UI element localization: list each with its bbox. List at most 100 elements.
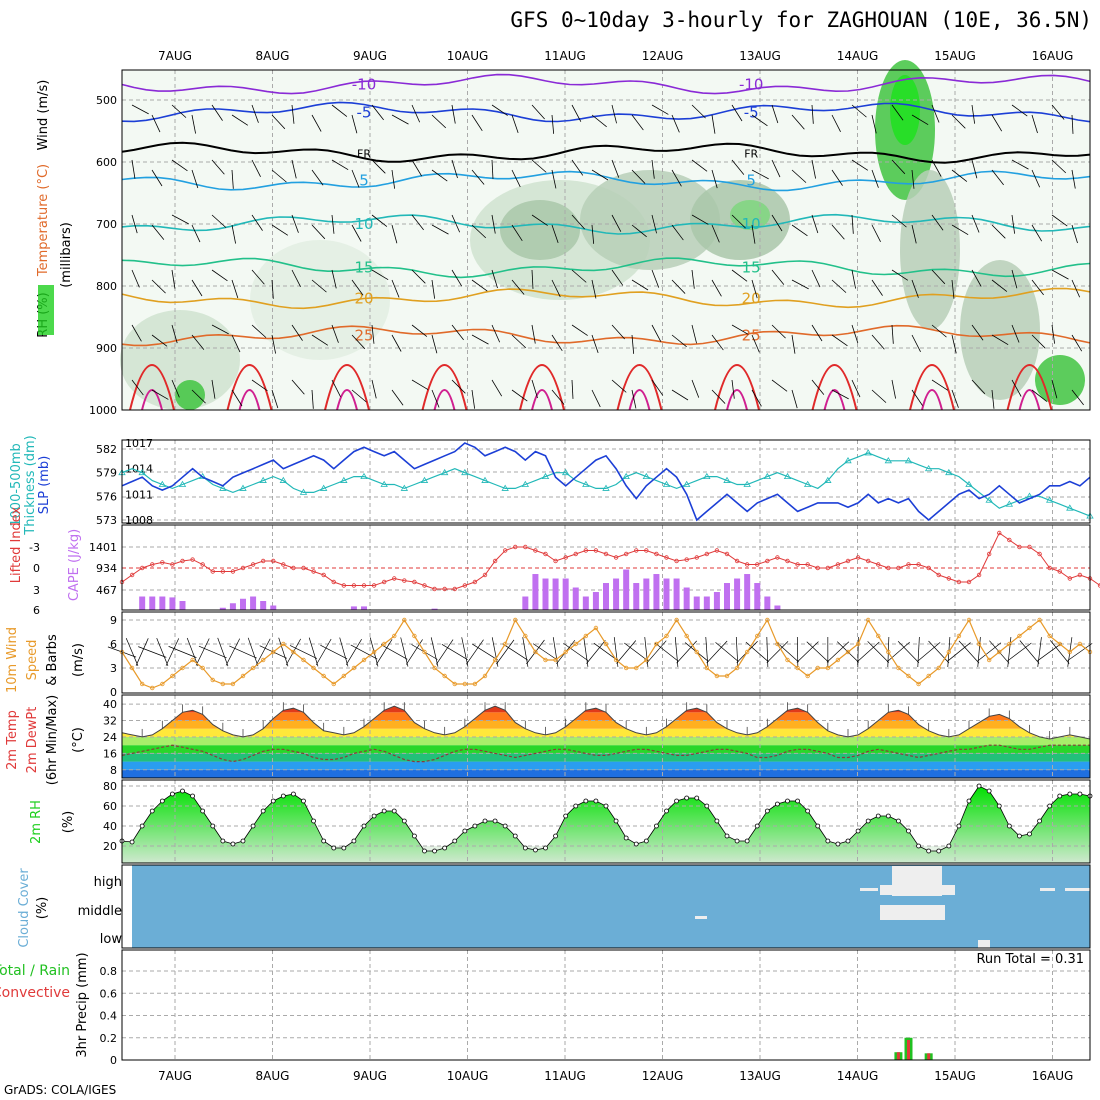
wind-barb — [291, 379, 305, 395]
wind-barb — [811, 324, 823, 342]
lifted-index-point — [462, 583, 468, 588]
thickness-point — [299, 488, 308, 495]
wind-barb — [891, 324, 894, 344]
precip-convective-bar — [896, 1052, 900, 1060]
wind-speed-point — [956, 633, 962, 639]
date-label-top: 15AUG — [934, 49, 976, 63]
wind-barb — [631, 114, 644, 131]
temperature-contour-label: 25 — [354, 327, 373, 345]
cape-bar — [431, 608, 438, 610]
temperature-loop — [421, 364, 468, 411]
wind-barb — [471, 114, 483, 132]
wind-speed-point — [825, 665, 831, 671]
cloud-region — [978, 940, 990, 948]
wind-barb — [871, 334, 885, 350]
wind-barb — [911, 224, 917, 244]
thickness-point — [924, 464, 933, 472]
wind-barb-10m — [308, 637, 319, 667]
wind-barb — [291, 214, 299, 233]
pressure-tick: 600 — [96, 156, 117, 169]
wind-barb-10m — [616, 640, 637, 664]
rh-region — [900, 170, 960, 330]
wind-barb — [1071, 279, 1081, 298]
wind-barb — [1011, 269, 1018, 289]
thickness-line — [121, 452, 1091, 517]
wind-barb — [851, 159, 869, 171]
thickness-point — [904, 457, 913, 464]
upper-air-frame — [121, 69, 1091, 411]
wind-barb-10m — [745, 641, 769, 663]
wind-barb — [291, 269, 301, 287]
wind-speed-point — [785, 657, 790, 663]
wind-barb — [211, 104, 223, 121]
wind-speed-point — [986, 657, 992, 663]
wind-barb — [1031, 224, 1043, 242]
temperature-contour-label: -5 — [744, 103, 759, 121]
dewpoint-line — [121, 744, 1090, 763]
wind-barb — [831, 334, 848, 347]
wind-barb — [151, 224, 165, 240]
precip-convective-bar — [927, 1053, 931, 1060]
rh-point — [593, 798, 599, 804]
wind-barb — [211, 269, 228, 282]
wind-barb — [1011, 324, 1020, 343]
wind-barb — [851, 269, 856, 289]
wind-barb — [711, 279, 722, 297]
wind-barb-10m — [586, 640, 606, 664]
rh-point — [462, 828, 468, 834]
lifted-index-point — [603, 551, 609, 557]
wind-barb-10m — [867, 641, 890, 663]
wind-speed-point — [513, 617, 518, 623]
lifted-index-point — [533, 548, 538, 553]
date-label-bottom: 12AUG — [642, 1069, 684, 1083]
rh-point — [926, 848, 932, 854]
wind-barb — [1051, 379, 1058, 399]
wind-barb — [1051, 159, 1067, 174]
cape-bar — [522, 596, 529, 610]
date-label-bottom: 14AUG — [837, 1069, 879, 1083]
wind-barb-10m — [826, 641, 850, 663]
wind-barb — [751, 389, 762, 407]
lifted-index-point — [200, 562, 205, 567]
temperature-loop — [714, 364, 760, 411]
lifted-index-point — [442, 586, 447, 592]
wind-barb — [191, 389, 206, 404]
temperature-loop — [1018, 389, 1041, 411]
wind-barb — [531, 379, 538, 399]
wind-barb — [311, 389, 314, 409]
lifted-index-point — [271, 558, 276, 564]
wind-barb — [271, 224, 289, 236]
wind-barb — [131, 214, 138, 234]
temp-band — [122, 745, 1090, 754]
wind-barb — [1031, 334, 1046, 349]
temperature-loop — [129, 364, 175, 411]
wind-barb — [391, 334, 402, 352]
temperature-contour-label: 5 — [746, 172, 756, 190]
wind-barb-10m — [1050, 640, 1070, 664]
wind-barb-10m — [135, 638, 149, 666]
wind-barb — [311, 279, 327, 293]
rh-point — [472, 823, 478, 829]
lifted-index-point — [351, 583, 357, 588]
lifted-index-axis-label: Lifted Index — [9, 506, 24, 583]
thickness-point — [602, 484, 610, 491]
wind-speed-point — [976, 641, 982, 647]
cloud-level-label: high — [94, 875, 122, 890]
wind-speed-point — [755, 633, 760, 639]
rh-point — [220, 838, 226, 844]
rh2m-axis-label: 2m RH — [29, 800, 44, 844]
wind-barb-10m — [715, 642, 739, 662]
wind-speed-point — [553, 657, 558, 663]
cloud-level-label: low — [100, 932, 123, 947]
thickness-axis-label: Thickness (dm) — [23, 435, 38, 535]
date-label-top: 13AUG — [739, 49, 781, 63]
date-label-top: 16AUG — [1032, 49, 1074, 63]
rh-point — [815, 823, 821, 829]
temp-band — [122, 736, 1090, 746]
rh-point — [704, 803, 710, 809]
wind10m-axis-label: 10m Wind — [5, 627, 20, 693]
date-label-bottom: 15AUG — [934, 1069, 976, 1083]
wind-barb — [431, 169, 448, 182]
page-title: GFS 0~10day 3-hourly for ZAGHOUAN (10E, … — [510, 8, 1092, 32]
thickness-point — [1005, 500, 1014, 507]
